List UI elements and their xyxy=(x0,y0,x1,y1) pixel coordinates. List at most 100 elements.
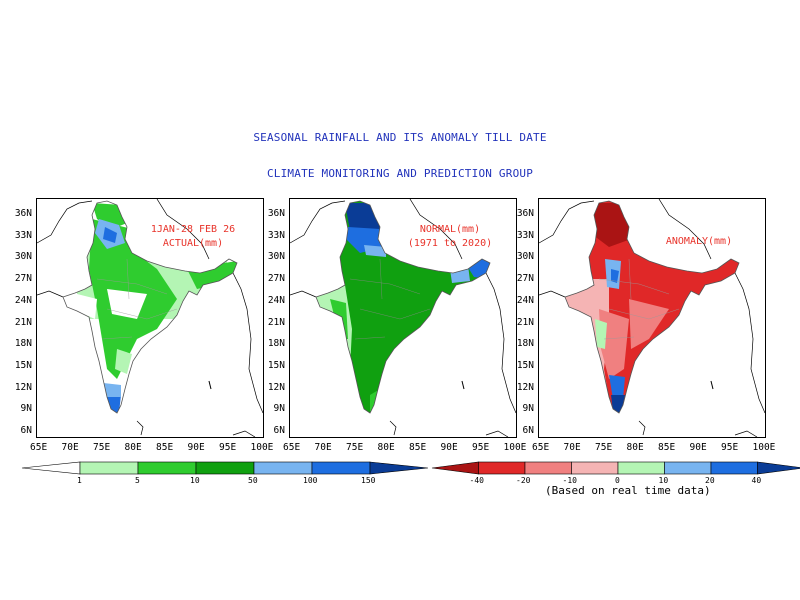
normal-rainfall-map: NORMAL(mm) (1971 to 2020) xyxy=(289,198,517,438)
rainfall-colorbar-segment xyxy=(311,461,371,475)
anomaly-colorbar-segment xyxy=(617,461,665,475)
anomaly-legend-tick: -20 xyxy=(516,476,531,485)
lat-tick-label: 6N xyxy=(273,425,285,436)
anomaly-legend-tick: 40 xyxy=(751,476,762,485)
lat-tick-label: 24N xyxy=(14,294,32,306)
lon-tick-label: 65E xyxy=(532,442,550,453)
lat-tick-label: 21N xyxy=(14,316,32,328)
lat-tick-label: 27N xyxy=(267,273,285,285)
figure-title: SEASONAL RAINFALL AND ITS ANOMALY TILL D… xyxy=(253,131,547,144)
lon-tick-label: 90E xyxy=(187,442,205,453)
lat-tick-label: 15N xyxy=(14,359,32,371)
anomaly-legend-tick: 0 xyxy=(615,476,620,485)
lon-tick-label: 65E xyxy=(283,442,301,453)
normal-panel-label: NORMAL(mm) (1971 to 2020) xyxy=(388,223,512,251)
lon-tick-label: 75E xyxy=(595,442,613,453)
normal-label-line1: NORMAL(mm) xyxy=(419,224,481,235)
actual-label-line1: 1JAN-28 FEB 26 xyxy=(150,224,236,235)
lon-tick-label: 70E xyxy=(563,442,581,453)
lat-tick-label: 27N xyxy=(516,273,534,285)
anomaly-rainfall-map: ANOMALY(mm) xyxy=(538,198,766,438)
lon-tick-label: 80E xyxy=(626,442,644,453)
lon-tick-label: 85E xyxy=(658,442,676,453)
anomaly-colorbar-segment xyxy=(664,461,712,475)
lat-tick-label: 24N xyxy=(267,294,285,306)
rainfall-legend-tick: 1 xyxy=(77,476,82,485)
lat-tick-label: 9N xyxy=(522,403,534,415)
lon-tick-label: 90E xyxy=(689,442,707,453)
anomaly-panel-label: ANOMALY(mm) xyxy=(649,235,749,249)
actual-rainfall-map: 1JAN-28 FEB 26 ACTUAL(mm) xyxy=(36,198,264,438)
lon-tick-label: 80E xyxy=(377,442,395,453)
anomaly-colorbar-segment xyxy=(710,461,758,475)
lon-tick-label: 95E xyxy=(472,442,490,453)
lat-tick-label: 30N xyxy=(14,251,32,263)
lat-tick-label: 15N xyxy=(516,359,534,371)
rainfall-legend-tick: 10 xyxy=(190,476,200,485)
anomaly-colorbar-segment xyxy=(478,461,526,475)
anomaly-legend-tick: -10 xyxy=(562,476,577,485)
actual-panel-label: 1JAN-28 FEB 26 ACTUAL(mm) xyxy=(135,223,251,251)
anomaly-colorbar-segment xyxy=(571,461,619,475)
lon-tick-label: 75E xyxy=(346,442,364,453)
rainfall-colorbar-segment xyxy=(79,461,139,475)
lat-tick-label: 21N xyxy=(516,316,534,328)
rainfall-colorbar-segment xyxy=(137,461,197,475)
figure-subtitle: CLIMATE MONITORING AND PREDICTION GROUP xyxy=(266,167,534,180)
anomaly-label-line1: ANOMALY(mm) xyxy=(665,236,733,247)
lon-tick-label: 70E xyxy=(61,442,79,453)
lat-tick-label: 6N xyxy=(20,425,32,436)
anomaly-map-graphic xyxy=(539,199,765,437)
lat-tick-label: 36N xyxy=(267,208,285,219)
lat-tick-label: 18N xyxy=(267,338,285,350)
anomaly-legend-tick: 20 xyxy=(705,476,715,485)
lat-tick-label: 18N xyxy=(14,338,32,350)
rainfall-colorbar-segment xyxy=(253,461,313,475)
lon-tick-label: 100E xyxy=(250,442,274,453)
lon-tick-label: 85E xyxy=(156,442,174,453)
lat-tick-label: 30N xyxy=(267,251,285,263)
lat-tick-label: 12N xyxy=(516,381,534,393)
lon-tick-label: 85E xyxy=(409,442,427,453)
anomaly-colorbar xyxy=(431,461,800,475)
lon-tick-label: 75E xyxy=(93,442,111,453)
anomaly-legend-tick: -40 xyxy=(469,476,484,485)
lat-tick-label: 33N xyxy=(516,229,534,241)
anomaly-legend-tick: 10 xyxy=(658,476,669,485)
lon-tick-label: 65E xyxy=(30,442,48,453)
lat-tick-label: 33N xyxy=(267,229,285,241)
normal-map-graphic xyxy=(290,199,516,437)
lon-tick-label: 95E xyxy=(721,442,739,453)
lat-tick-label: 36N xyxy=(14,208,32,219)
lat-tick-label: 21N xyxy=(267,316,285,328)
rainfall-colorbar xyxy=(21,461,429,475)
anomaly-colorbar-segment xyxy=(431,461,479,475)
lat-tick-label: 36N xyxy=(516,208,534,219)
lon-tick-label: 90E xyxy=(440,442,458,453)
lat-tick-label: 9N xyxy=(20,403,32,415)
lon-tick-label: 100E xyxy=(752,442,776,453)
lat-tick-label: 12N xyxy=(267,381,285,393)
lat-tick-label: 27N xyxy=(14,273,32,285)
rainfall-colorbar-segment xyxy=(195,461,255,475)
rainfall-colorbar-segment xyxy=(21,461,81,475)
rainfall-legend-tick: 100 xyxy=(303,476,318,485)
anomaly-colorbar-segment xyxy=(524,461,572,475)
lat-tick-label: 33N xyxy=(14,229,32,241)
normal-label-line2: (1971 to 2020) xyxy=(407,238,493,249)
anomaly-colorbar-segment xyxy=(757,461,800,475)
rainfall-legend-tick: 50 xyxy=(248,476,258,485)
lat-tick-label: 12N xyxy=(14,381,32,393)
lon-tick-label: 80E xyxy=(124,442,142,453)
lat-tick-label: 9N xyxy=(273,403,285,415)
actual-map-graphic xyxy=(37,199,263,437)
lon-tick-label: 95E xyxy=(219,442,237,453)
rainfall-legend-tick: 150 xyxy=(361,476,376,485)
rainfall-colorbar-segment xyxy=(369,461,429,475)
lon-tick-label: 100E xyxy=(503,442,527,453)
anomaly-note: (Based on real time data) xyxy=(545,484,711,497)
actual-label-line2: ACTUAL(mm) xyxy=(162,238,224,249)
lat-tick-label: 24N xyxy=(516,294,534,306)
rainfall-legend-tick: 5 xyxy=(135,476,140,485)
lon-tick-label: 70E xyxy=(314,442,332,453)
